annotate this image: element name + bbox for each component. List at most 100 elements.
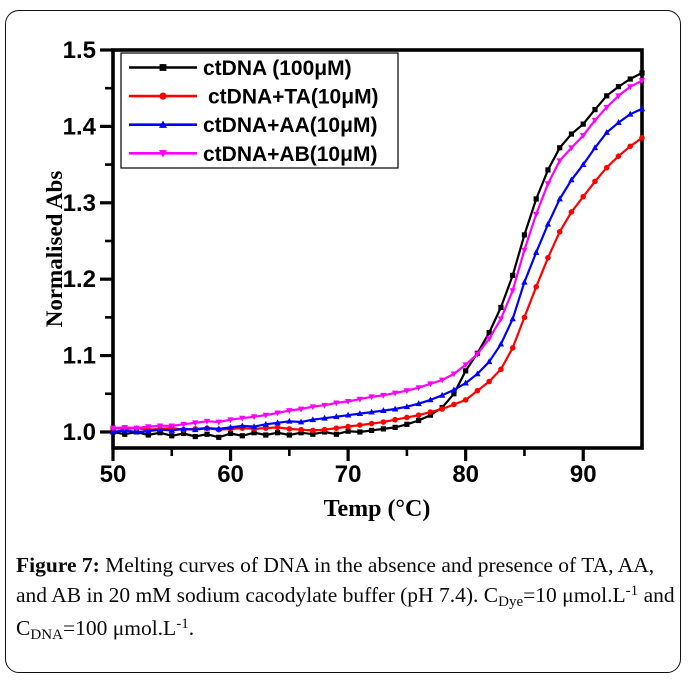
square-marker bbox=[169, 433, 175, 439]
circle-marker bbox=[333, 425, 340, 431]
triangle-up-marker bbox=[286, 417, 293, 424]
square-marker bbox=[286, 432, 292, 438]
square-marker bbox=[192, 433, 198, 440]
triangle-up-marker bbox=[250, 423, 258, 430]
circle-marker bbox=[263, 425, 269, 431]
triangle-up-marker bbox=[262, 420, 270, 427]
circle-marker bbox=[357, 422, 363, 428]
square-marker bbox=[122, 431, 128, 437]
series-2 bbox=[109, 105, 646, 435]
figure-caption: Figure 7: Melting curves of DNA in the a… bbox=[16, 550, 676, 647]
circle-marker bbox=[159, 92, 167, 100]
triangle-down-marker bbox=[239, 415, 246, 422]
triangle-up-marker bbox=[627, 110, 634, 117]
y-tick-label: 1.4 bbox=[63, 113, 97, 140]
triangle-down-marker bbox=[615, 93, 622, 100]
triangle-up-marker bbox=[485, 358, 493, 365]
triangle-up-marker bbox=[603, 129, 610, 135]
square-marker bbox=[451, 391, 457, 397]
plot-frame bbox=[111, 48, 644, 450]
triangle-down-marker bbox=[580, 133, 587, 139]
caption-segment: Melting curves of DNA in the absence and… bbox=[16, 553, 655, 608]
triangle-down-marker bbox=[192, 420, 199, 427]
legend-item: ctDNA+AB(10μM) bbox=[129, 143, 377, 166]
triangle-up-marker bbox=[321, 414, 328, 421]
square-marker bbox=[486, 330, 492, 336]
triangle-up-marker bbox=[215, 425, 222, 432]
triangle-down-marker bbox=[403, 388, 411, 395]
square-marker bbox=[416, 417, 422, 424]
data-series bbox=[109, 70, 646, 440]
circle-marker bbox=[639, 135, 645, 141]
x-tick-label: 80 bbox=[452, 461, 479, 488]
triangle-down-marker bbox=[121, 424, 128, 431]
triangle-down-marker bbox=[274, 410, 281, 417]
triangle-up-marker bbox=[309, 416, 317, 423]
square-marker bbox=[239, 433, 245, 439]
square-marker bbox=[404, 421, 410, 427]
triangle-down-marker bbox=[356, 396, 364, 403]
circle-marker bbox=[392, 416, 398, 423]
circle-marker bbox=[521, 314, 528, 321]
square-marker bbox=[533, 196, 539, 202]
triangle-up-marker bbox=[344, 411, 352, 418]
triangle-up-marker bbox=[638, 105, 646, 112]
circle-marker bbox=[580, 193, 587, 200]
circle-marker bbox=[486, 378, 492, 385]
melting-curve-chart: 50 60 70 80 90 1.0 1.1 1.2 1.3 1.4 1.5 ctDNA (100… bbox=[42, 37, 646, 522]
square-marker bbox=[251, 430, 257, 436]
triangle-down-marker bbox=[215, 419, 222, 426]
triangle-down-marker bbox=[180, 421, 187, 428]
square-marker bbox=[392, 424, 398, 430]
triangle-down-marker bbox=[250, 414, 258, 421]
square-marker bbox=[216, 434, 222, 440]
square-marker bbox=[369, 427, 375, 434]
x-tick-label: 60 bbox=[217, 461, 244, 488]
triangle-up-marker bbox=[159, 120, 167, 128]
circle-marker bbox=[474, 387, 481, 394]
triangle-up-marker bbox=[333, 413, 340, 420]
caption-segment: and C bbox=[16, 583, 675, 641]
triangle-up-marker bbox=[391, 405, 399, 412]
triangle-up-marker bbox=[203, 424, 211, 431]
circle-marker bbox=[321, 426, 328, 433]
triangle-up-marker bbox=[591, 144, 599, 151]
series-line bbox=[112, 137, 643, 432]
triangle-up-marker bbox=[368, 408, 375, 415]
triangle-down-marker bbox=[297, 406, 305, 413]
legend-item: ctDNA (100μM) bbox=[129, 57, 352, 80]
circle-marker bbox=[427, 409, 434, 415]
y-axis-title: Normalised Abs bbox=[42, 171, 67, 328]
square-marker bbox=[357, 429, 363, 435]
legend-label: ctDNA+AB(10μM) bbox=[203, 143, 377, 166]
circle-marker bbox=[592, 178, 598, 185]
square-marker bbox=[159, 64, 167, 71]
triangle-up-marker bbox=[168, 427, 175, 433]
triangle-down-marker bbox=[533, 211, 540, 218]
square-marker bbox=[263, 432, 269, 438]
circle-marker bbox=[415, 412, 422, 418]
square-marker bbox=[157, 430, 163, 436]
circle-marker bbox=[451, 401, 457, 408]
circle-marker bbox=[345, 423, 351, 430]
square-marker bbox=[510, 272, 516, 278]
square-marker bbox=[204, 431, 210, 437]
series-3 bbox=[109, 78, 646, 432]
caption-segment: -1 bbox=[176, 616, 189, 633]
triangle-down-marker bbox=[556, 158, 563, 165]
triangle-down-marker bbox=[380, 392, 387, 399]
triangle-down-marker bbox=[544, 181, 552, 188]
triangle-up-marker bbox=[615, 119, 622, 125]
triangle-down-marker bbox=[627, 84, 634, 91]
triangle-up-marker bbox=[415, 400, 422, 407]
square-marker bbox=[592, 106, 598, 113]
triangle-down-marker bbox=[156, 423, 164, 430]
circle-marker bbox=[568, 209, 575, 215]
circle-marker bbox=[545, 254, 551, 261]
triangle-up-marker bbox=[509, 315, 516, 322]
series-line bbox=[112, 79, 643, 430]
x-tick-label: 90 bbox=[570, 461, 597, 488]
triangle-up-marker bbox=[297, 418, 305, 425]
triangle-up-marker bbox=[497, 340, 505, 347]
triangle-up-marker bbox=[568, 176, 575, 183]
